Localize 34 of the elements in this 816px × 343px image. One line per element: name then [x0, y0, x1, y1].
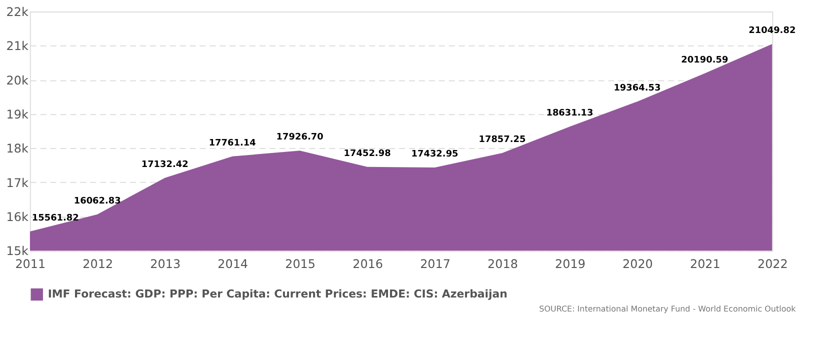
- x-tick-label: 2013: [150, 257, 181, 272]
- data-label: 20190.59: [681, 55, 728, 66]
- x-tick-label: 2012: [82, 257, 114, 272]
- data-label: 21049.82: [748, 26, 796, 36]
- x-tick-label: 2020: [622, 257, 653, 272]
- y-tick-label: 18k: [6, 142, 28, 156]
- data-label: 18631.13: [546, 108, 594, 119]
- data-label: 17761.14: [208, 138, 256, 148]
- data-label: 15561.82: [32, 214, 79, 224]
- x-tick-label: 2011: [15, 257, 46, 272]
- data-label: 17432.95: [411, 150, 458, 160]
- source-note: SOURCE: International Monetary Fund - World Economic Outlook: [539, 304, 796, 314]
- y-tick-label: 22k: [6, 5, 28, 20]
- data-label: 17132.42: [141, 160, 188, 170]
- y-tick-label: 17k: [6, 176, 28, 190]
- x-tick-label: 2018: [488, 257, 518, 272]
- legend-label: IMF Forecast: GDP: PPP: Per Capita: Current Prices: EMDE: CIS: Azerbaijan: [48, 287, 508, 300]
- y-tick-label: 19k: [6, 108, 28, 122]
- x-tick-label: 2015: [285, 257, 316, 272]
- x-tick-label: 2017: [420, 257, 450, 272]
- data-label: 19364.53: [614, 84, 661, 94]
- y-tick-label: 20k: [6, 73, 28, 88]
- data-label: 16062.83: [74, 196, 121, 206]
- y-tick-label: 21k: [6, 39, 28, 54]
- x-tick-label: 2022: [757, 257, 788, 272]
- data-label: 17452.98: [344, 148, 391, 159]
- x-tick-label: 2021: [690, 257, 720, 272]
- y-tick-label: 15k: [6, 244, 28, 258]
- x-tick-label: 2019: [555, 257, 586, 272]
- x-tick-label: 2016: [352, 257, 383, 272]
- data-label: 17926.70: [276, 132, 324, 143]
- data-label: 17857.25: [478, 135, 526, 146]
- x-tick-label: 2014: [218, 257, 248, 272]
- y-tick-label: 16k: [6, 210, 28, 224]
